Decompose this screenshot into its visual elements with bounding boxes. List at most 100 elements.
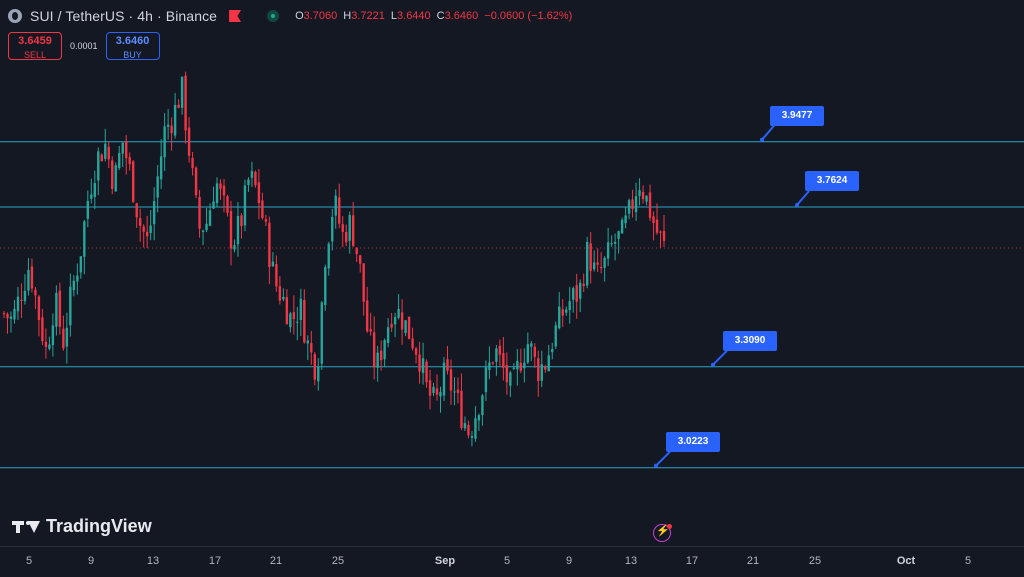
candle-body — [6, 313, 9, 319]
tradingview-logo-icon — [12, 519, 40, 535]
candle-body — [425, 361, 428, 383]
candle-body — [20, 299, 23, 301]
candle-body — [320, 302, 323, 364]
candlestick-chart[interactable] — [0, 0, 1024, 546]
candle-body — [208, 210, 212, 226]
buy-button[interactable]: 3.6460 BUY — [105, 32, 160, 60]
x-tick-label: 5 — [964, 555, 972, 567]
candle-body — [310, 343, 313, 353]
candle-body — [638, 190, 641, 196]
lightning-icon[interactable] — [653, 524, 671, 542]
candle-body — [582, 283, 585, 286]
candle-body — [83, 221, 86, 257]
candle-body — [575, 285, 578, 302]
candle-body — [610, 243, 613, 245]
symbol-title[interactable]: SUI / TetherUS · 4h · Binance — [30, 8, 218, 24]
candle-body — [285, 297, 289, 325]
candle-body — [13, 308, 16, 320]
candle-body — [358, 255, 362, 264]
candle-body — [362, 263, 365, 302]
candle-body — [352, 215, 355, 246]
candle-body — [86, 200, 90, 219]
candle-body — [65, 327, 69, 347]
candle-body — [23, 290, 27, 302]
sell-button[interactable]: 3.6459 SELL — [8, 32, 62, 60]
candle-body — [58, 290, 62, 327]
candle-body — [641, 192, 645, 200]
candle-body — [572, 288, 575, 300]
candle-body — [236, 215, 240, 245]
price-chart[interactable] — [0, 0, 1024, 546]
candle-body — [648, 192, 652, 218]
flag-icon[interactable] — [229, 10, 242, 22]
level-label[interactable]: 3.0223 — [666, 431, 720, 452]
candle-body — [617, 231, 620, 239]
candle-body — [341, 224, 344, 232]
candle-body — [271, 261, 275, 267]
candle-body — [149, 225, 152, 233]
candle-body — [390, 323, 393, 328]
candle-body — [198, 196, 201, 229]
candle-body — [289, 313, 292, 328]
candle-body — [51, 325, 55, 346]
ohlc-low: 3.6440 — [397, 10, 431, 22]
candle-body — [261, 200, 264, 219]
candle-body — [233, 245, 236, 250]
candle-body — [138, 218, 142, 226]
candle-body — [229, 211, 233, 249]
candle-body — [561, 309, 564, 316]
level-label[interactable]: 3.3090 — [723, 330, 777, 351]
candle-body — [411, 338, 414, 349]
candle-body — [27, 269, 30, 291]
candle-body — [397, 308, 400, 318]
candle-body — [592, 262, 596, 270]
candle-body — [313, 354, 316, 380]
candle-body — [477, 415, 481, 421]
sell-price: 3.6459 — [18, 35, 52, 47]
candle-body — [173, 104, 177, 136]
time-axis[interactable]: 5 9 13 17 21 25 Sep 5 9 13 17 21 25 Oct 5 — [0, 546, 1024, 577]
candle-body — [275, 264, 278, 287]
sell-label: SELL — [23, 50, 47, 60]
candle-body — [135, 203, 138, 218]
candle-body — [41, 317, 44, 342]
candle-body — [414, 348, 418, 355]
candle-body — [194, 167, 198, 196]
candle-body — [93, 183, 96, 197]
candle-body — [544, 366, 547, 370]
candle-body — [439, 392, 442, 397]
tradingview-logo[interactable]: TradingView — [12, 516, 152, 537]
ohlc-close: 3.6460 — [444, 10, 479, 22]
candle-body — [104, 143, 107, 159]
candle-body — [107, 146, 110, 160]
spread-value: 0.0001 — [70, 41, 98, 51]
candle-body — [512, 367, 516, 370]
candle-body — [634, 196, 638, 213]
candle-body — [613, 241, 617, 244]
level-anchor-dot — [711, 362, 715, 367]
level-anchor-dot — [795, 202, 799, 207]
candle-body — [145, 231, 149, 237]
candle-body — [16, 296, 20, 312]
candle-body — [247, 179, 250, 186]
candle-body — [30, 266, 34, 289]
candle-body — [505, 365, 509, 383]
level-anchor-dot — [654, 463, 658, 468]
candle-body — [317, 366, 320, 382]
candle-body — [418, 354, 421, 372]
candle-body — [250, 171, 254, 178]
candle-body — [331, 216, 334, 242]
candle-body — [278, 286, 282, 301]
candle-body — [484, 367, 488, 393]
candle-body — [596, 262, 599, 265]
candle-body — [55, 293, 58, 327]
candle-body — [481, 395, 484, 416]
candle-body — [502, 352, 505, 368]
candle-body — [365, 300, 369, 332]
ohlc-high: 3.7221 — [351, 10, 385, 22]
candle-body — [540, 364, 543, 381]
candle-body — [156, 176, 159, 198]
level-label[interactable]: 3.9477 — [770, 105, 824, 126]
level-label[interactable]: 3.7624 — [805, 170, 859, 191]
market-status-icon[interactable] — [267, 10, 280, 22]
